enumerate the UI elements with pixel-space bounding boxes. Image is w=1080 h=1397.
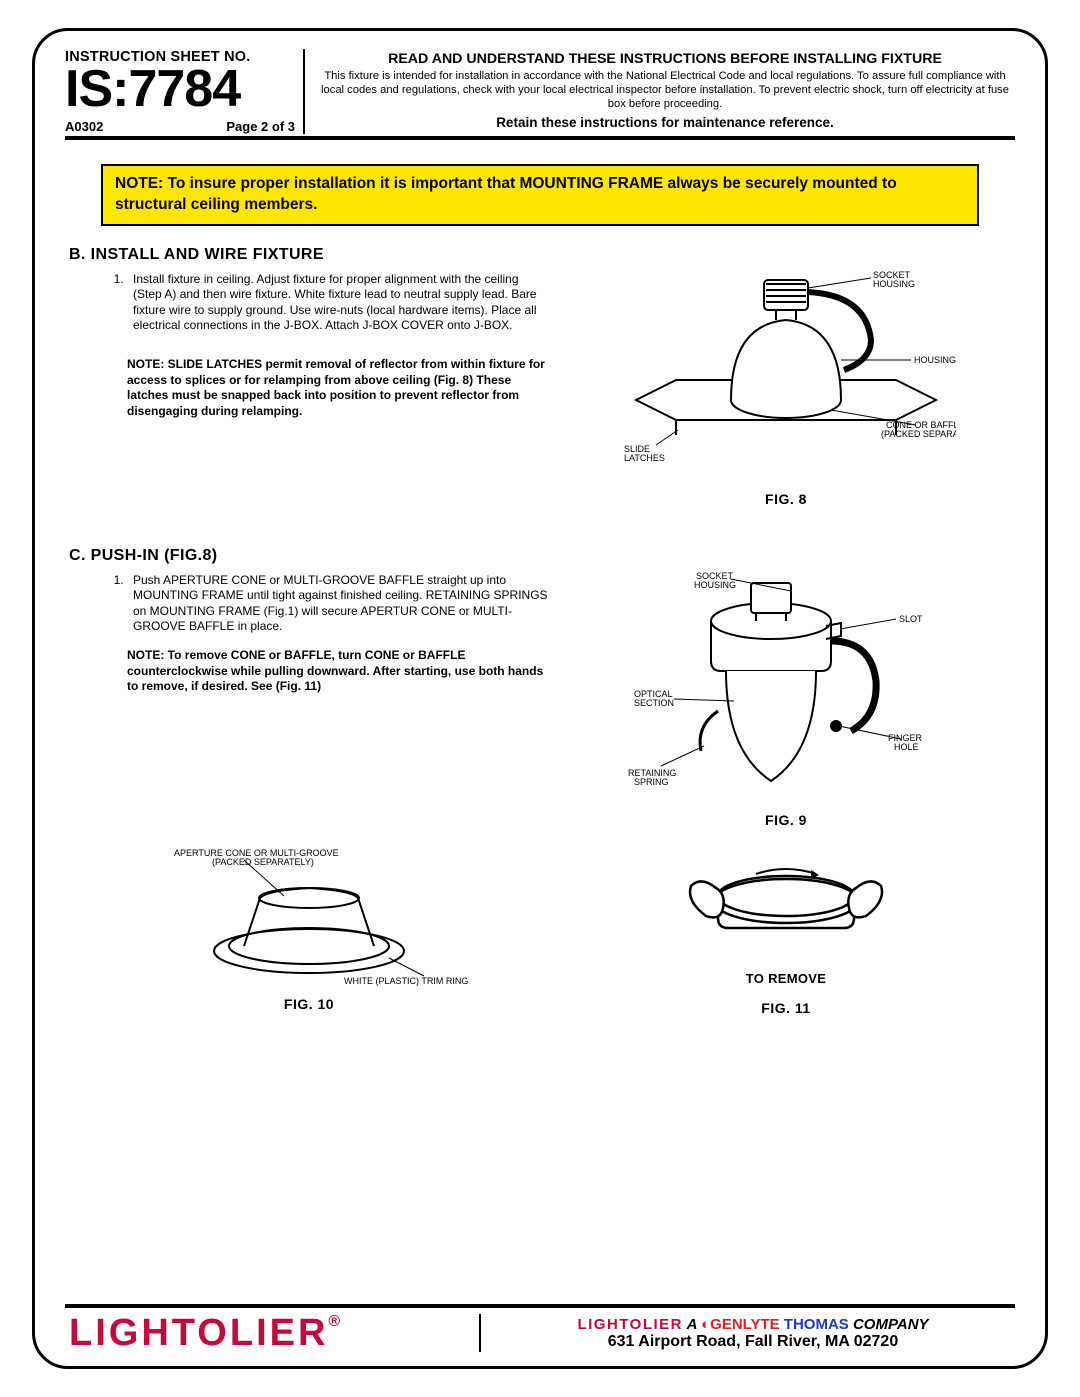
brand-reg: ® xyxy=(328,1313,340,1330)
svg-text:HOLE: HOLE xyxy=(894,742,919,752)
section-b-title: B. INSTALL AND WIRE FIXTURE xyxy=(69,246,1011,264)
header-left: INSTRUCTION SHEET NO. IS:7784 A0302 Page… xyxy=(65,49,305,134)
svg-text:WHITE (PLASTIC) TRIM RING: WHITE (PLASTIC) TRIM RING xyxy=(344,976,468,986)
brand-name: LIGHTOLIER xyxy=(69,1312,328,1354)
figure-11-diagram xyxy=(671,846,901,966)
svg-text:SLOT: SLOT xyxy=(899,614,923,624)
footer-address: 631 Airport Road, Fall River, MA 02720 xyxy=(491,1333,1015,1351)
svg-text:SPRING: SPRING xyxy=(634,777,669,787)
section-b-note: NOTE: SLIDE LATCHES permit removal of re… xyxy=(127,357,549,419)
header-retain: Retain these instructions for maintenanc… xyxy=(321,115,1009,130)
figure-8-caption: FIG. 8 xyxy=(561,491,1011,507)
footer-brand-small: LIGHTOLIER xyxy=(577,1316,683,1333)
figure-10-caption: FIG. 10 xyxy=(69,996,549,1014)
figure-11-caption: FIG. 11 xyxy=(561,1000,1011,1016)
figure-8-diagram: SOCKET HOUSING HOUSING CONE OR BAFFLE (P… xyxy=(616,270,956,480)
section-b-step1: Install fixture in ceiling. Adjust fixtu… xyxy=(127,272,549,333)
svg-text:(PACKED SEPARATELY): (PACKED SEPARATELY) xyxy=(212,857,314,867)
header-right: READ AND UNDERSTAND THESE INSTRUCTIONS B… xyxy=(315,49,1015,134)
section-b-list: Install fixture in ceiling. Adjust fixtu… xyxy=(69,272,549,333)
section-c-step1: Push APERTURE CONE or MULTI-GROOVE BAFFL… xyxy=(127,573,549,634)
section-c-title: C. PUSH-IN (FIG.8) xyxy=(69,547,1011,565)
footer: LIGHTOLIER® LIGHTOLIER A ◐GENLYTE THOMAS… xyxy=(65,1304,1015,1352)
figure-11-sub: TO REMOVE xyxy=(561,971,1011,986)
section-c-list: Push APERTURE CONE or MULTI-GROOVE BAFFL… xyxy=(69,573,549,634)
svg-text:LATCHES: LATCHES xyxy=(624,453,665,463)
figure-9-diagram: SOCKET HOUSING SLOT FINGER HOLE OPTICAL … xyxy=(626,571,946,801)
svg-text:SECTION: SECTION xyxy=(634,698,674,708)
svg-text:HOUSING: HOUSING xyxy=(873,279,915,289)
header-fineprint: This fixture is intended for installatio… xyxy=(321,69,1009,111)
header-code: A0302 xyxy=(65,119,103,134)
figure-9-caption: FIG. 9 xyxy=(561,812,1011,828)
section-c-note: NOTE: To remove CONE or BAFFLE, turn CON… xyxy=(127,648,549,695)
header-warning: READ AND UNDERSTAND THESE INSTRUCTIONS B… xyxy=(321,51,1009,67)
svg-text:(PACKED SEPARATELY): (PACKED SEPARATELY) xyxy=(881,429,956,439)
sheet-number: IS:7784 xyxy=(65,63,295,115)
note-box: NOTE: To insure proper installation it i… xyxy=(101,164,979,226)
footer-company-line: LIGHTOLIER A ◐GENLYTE THOMAS COMPANY xyxy=(491,1316,1015,1333)
figure-10-diagram: APERTURE CONE OR MULTI-GROOVE (PACKED SE… xyxy=(144,846,474,986)
header-page: Page 2 of 3 xyxy=(226,119,295,134)
footer-logo: LIGHTOLIER® xyxy=(65,1314,481,1352)
svg-text:HOUSING: HOUSING xyxy=(914,355,956,365)
svg-text:HOUSING: HOUSING xyxy=(694,580,736,590)
header: INSTRUCTION SHEET NO. IS:7784 A0302 Page… xyxy=(65,49,1015,140)
